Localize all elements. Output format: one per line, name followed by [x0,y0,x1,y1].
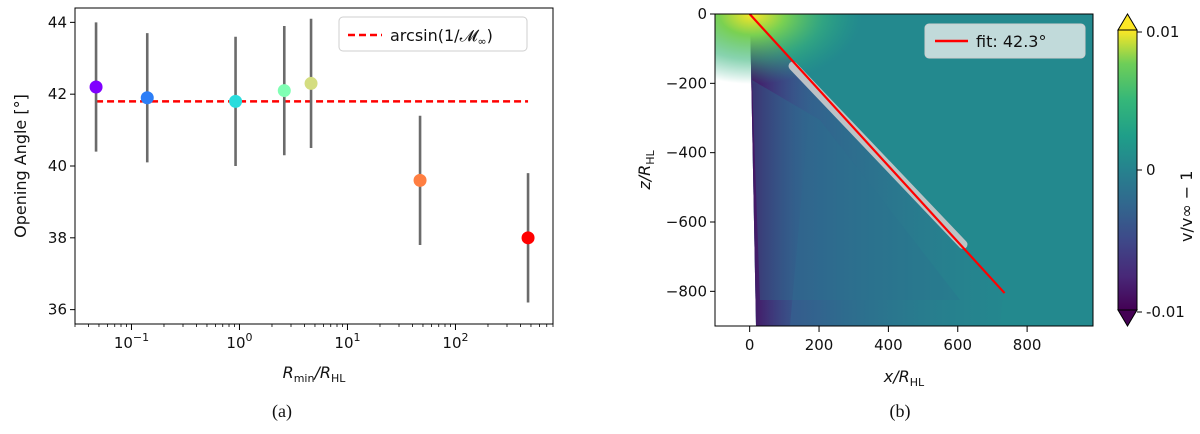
colorbar-tick-label: 0 [1146,161,1156,179]
data-point-3 [229,94,243,108]
panel-b-frame [714,13,1094,327]
panel-a: 36 38 40 42 44 10−1 100 101 102 arcsin(1/𝓜∞) Op… [11,7,554,422]
y-tick-label: 44 [48,13,67,31]
caption-b: (b) [890,401,911,422]
colorbar-max-cap [1117,13,1138,31]
x-tick-label: 102 [442,331,468,352]
data-point-1 [89,80,103,94]
x-tick-label-b: 600 [943,336,972,354]
colorbar-min-cap [1117,309,1138,327]
y-tick-label: 42 [48,85,67,103]
data-point-2 [140,91,154,105]
x-tick-label: 10−1 [114,331,149,352]
y-tick-label-b: −200 [666,74,707,92]
y-tick-label-b: −800 [666,282,707,300]
legend-b-label: fit: 42.3° [976,32,1046,51]
y-tick-label-b: −600 [666,213,707,231]
x-axis-label-a: Rmin/RHL [283,363,347,385]
y-tick-label: 40 [48,157,67,175]
colorbar-ticks: 0.01 0 -0.01 [1137,23,1185,321]
data-point-7 [521,231,535,245]
x-tick-label-b: 200 [805,336,834,354]
y-tick-label: 38 [48,229,67,247]
heatmap [715,14,1093,326]
legend-a: arcsin(1/𝓜∞) [338,16,528,52]
points-group [89,76,535,245]
colorbar-label: v/v∞ − 1 [1177,171,1196,242]
legend-a-label: arcsin(1/𝓜∞) [390,26,493,48]
y-ticks-group: 36 38 40 42 44 [48,13,75,319]
data-point-4 [277,84,291,98]
x-axis-label-b: x/RHL [883,367,925,389]
y-tick-label-b: −400 [666,144,707,162]
x-tick-label-b: 0 [745,336,755,354]
x-tick-label: 101 [334,331,360,352]
heatmap-bright-region [715,14,1093,326]
x-tick-label-b: 800 [1013,336,1042,354]
panel-a-frame [74,7,554,325]
legend-b-box [924,23,1086,59]
y-tick-label: 36 [48,301,67,319]
x-ticks-group: 10−1 100 101 102 [74,324,554,352]
y-tick-label-b: 0 [697,5,707,23]
colorbar-gradient [1118,30,1137,310]
colorbar: 0.01 0 -0.01 v/v∞ − 1 [1117,13,1196,327]
legend-b: fit: 42.3° [924,23,1086,59]
x-ticks-group-b: 0 200 400 600 800 [745,326,1042,354]
y-ticks-group-b: 0 −200 −400 −600 −800 [666,5,715,300]
y-axis-label-b: z/RHL [635,149,657,190]
y-axis-label-a: Opening Angle [°] [11,94,30,238]
colorbar-tick-label: 0.01 [1146,23,1179,41]
data-point-5 [304,76,318,90]
panel-b: 0 200 400 600 800 0 −200 −400 −600 −800 fit: 42.… [635,5,1196,422]
x-tick-label-b: 400 [874,336,903,354]
data-point-6 [413,173,427,187]
caption-a: (a) [272,401,292,422]
legend-a-box [338,16,528,52]
fit-line [748,14,1006,294]
x-tick-label: 100 [226,331,252,352]
colorbar-tick-label: -0.01 [1146,303,1185,321]
